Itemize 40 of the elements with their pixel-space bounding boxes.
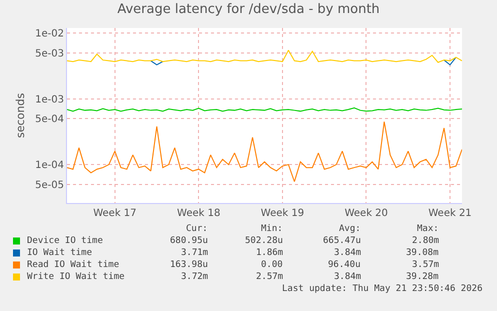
text: Min: bbox=[261, 224, 283, 234]
text: 96.40u bbox=[328, 260, 361, 270]
legend-label: Read IO Wait time bbox=[27, 260, 120, 270]
x-tick-label: Week 21 bbox=[428, 208, 472, 219]
text: 0.00 bbox=[261, 260, 283, 270]
y-tick-label: 1e-03 bbox=[35, 94, 64, 106]
y-tick-label: 5e-03 bbox=[35, 48, 64, 60]
legend-label: IO Wait time bbox=[27, 248, 92, 258]
text: Last update: Thu May 21 23:50:46 2026 bbox=[282, 284, 482, 294]
y-tick-label: 1e-02 bbox=[35, 28, 64, 40]
line-series bbox=[67, 121, 462, 182]
legend-label: Write IO Wait time bbox=[27, 272, 125, 282]
text: 2.57m bbox=[256, 272, 284, 282]
text: 3.84m bbox=[334, 248, 362, 258]
legend-label: Device IO time bbox=[27, 236, 103, 246]
text: Avg: bbox=[339, 224, 361, 234]
text: 3.84m bbox=[334, 272, 362, 282]
text: 2.80m bbox=[412, 236, 440, 246]
text: 39.28m bbox=[406, 272, 439, 282]
text: 39.08m bbox=[406, 248, 439, 258]
x-tick-label: Week 18 bbox=[177, 208, 220, 219]
line-series bbox=[67, 50, 462, 63]
text: Max: bbox=[417, 224, 439, 234]
text: 502.28u bbox=[245, 236, 283, 246]
text: 3.71m bbox=[181, 248, 208, 258]
text: 163.98u bbox=[170, 260, 208, 270]
text: 1.86m bbox=[256, 248, 284, 258]
y-tick-label: 5e-05 bbox=[35, 180, 64, 191]
chart-title: Average latency for /dev/sda - by month bbox=[117, 2, 380, 18]
text: 3.72m bbox=[181, 272, 208, 282]
text: 3.57m bbox=[412, 260, 440, 270]
y-tick-label: 1e-04 bbox=[35, 160, 64, 172]
text: 680.95u bbox=[170, 236, 208, 246]
x-tick-label: Week 20 bbox=[344, 208, 388, 219]
y-tick-label: 5e-04 bbox=[35, 114, 64, 126]
text: 665.47u bbox=[323, 236, 361, 246]
y-axis-title: seconds bbox=[14, 92, 27, 138]
text: Cur: bbox=[186, 224, 208, 234]
x-tick-label: Week 19 bbox=[260, 208, 304, 219]
x-tick-label: Week 17 bbox=[93, 208, 137, 219]
